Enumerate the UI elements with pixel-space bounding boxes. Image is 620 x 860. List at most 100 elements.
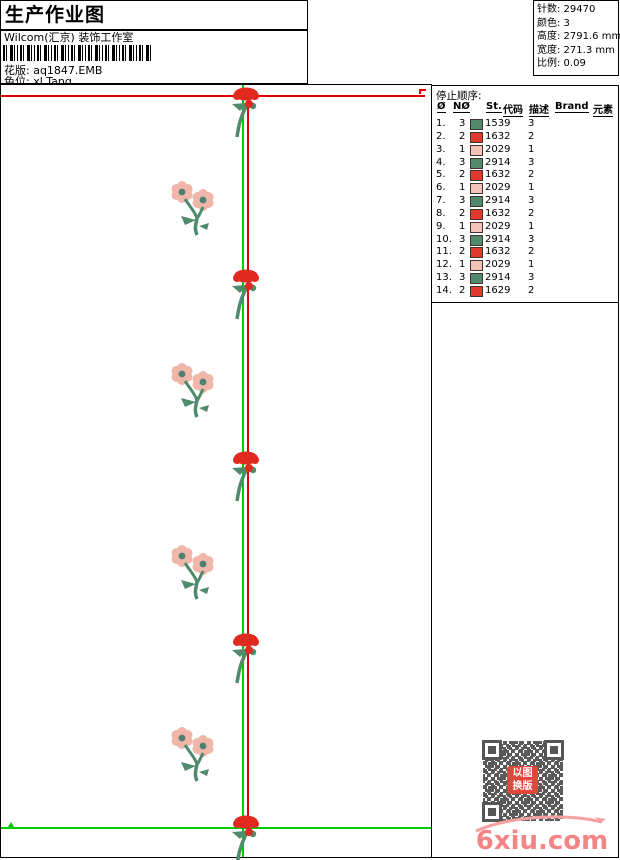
color-code: 2 xyxy=(528,130,535,142)
thread-code: 2029 xyxy=(485,143,511,155)
summary-row: 比例: 0.09 xyxy=(537,57,618,71)
summary-value: 2791.6 mm xyxy=(560,31,620,43)
stop-number: 13. xyxy=(436,272,452,284)
double-flower-motif xyxy=(171,727,214,782)
rose-motif xyxy=(232,269,259,320)
stop-sequence-row: 3. 1 2029 1 xyxy=(432,144,618,157)
thread-code: 1632 xyxy=(485,130,511,142)
double-flower-motif-instance xyxy=(169,178,221,240)
summary-label: 高度: xyxy=(537,31,561,43)
thread-color-swatch xyxy=(470,260,483,272)
qr-code: 以图 换版 xyxy=(480,738,566,824)
double-flower-motif xyxy=(171,181,214,236)
needle-number: 2 xyxy=(459,246,466,258)
double-flower-motif xyxy=(171,363,214,418)
color-code: 1 xyxy=(528,143,535,155)
rose-motif xyxy=(232,633,259,684)
thread-code: 1632 xyxy=(485,207,511,219)
stop-number: 7. xyxy=(436,195,446,207)
stop-sequence-row: 13. 3 2914 3 xyxy=(432,272,618,285)
column-header-6: 元素 xyxy=(593,101,613,117)
double-flower-motif-instance xyxy=(169,724,221,786)
summary-row: 高度: 2791.6 mm xyxy=(537,30,620,44)
summary-value: 3 xyxy=(560,17,570,29)
color-code: 2 xyxy=(528,169,535,181)
needle-number: 3 xyxy=(459,118,466,129)
stop-sequence-header-row: Ø NØ St. 代码 描述 Brand 元素 xyxy=(432,101,618,117)
stop-number: 1. xyxy=(436,118,446,129)
stop-number: 6. xyxy=(436,182,446,194)
rose-motif xyxy=(232,451,259,502)
color-code: 3 xyxy=(528,272,535,284)
column-header-4: 描述 xyxy=(529,101,549,117)
stop-sequence-row: 9. 1 2029 1 xyxy=(432,221,618,234)
header-block: 生产作业图 Wilcom(汇京) 装饰工作室 花版: aq1847.EMB 色位… xyxy=(0,0,308,88)
needle-number: 2 xyxy=(459,284,466,296)
stop-number: 3. xyxy=(436,143,446,155)
stop-sequence-row: 11. 2 1632 2 xyxy=(432,246,618,259)
color-code: 3 xyxy=(528,233,535,245)
red-stamp: 以图 换版 xyxy=(507,766,538,794)
stop-number: 11. xyxy=(436,246,452,258)
thread-color-swatch xyxy=(470,273,483,285)
stop-number: 2. xyxy=(436,130,446,142)
thread-color-swatch xyxy=(470,170,483,182)
color-code: 1 xyxy=(528,182,535,194)
summary-row: 针数: 29470 xyxy=(537,3,618,17)
column-header-3: 代码 xyxy=(503,101,523,117)
qr-finder-icon xyxy=(482,802,502,822)
stop-sequence-row: 6. 1 2029 1 xyxy=(432,182,618,195)
stop-sequence-rows: 1. 3 1539 3 2. 2 1632 2 3. 1 2029 1 4. 3 2914 3 5. 2 1632 2… xyxy=(432,118,618,298)
stop-number: 14. xyxy=(436,284,452,296)
barcode xyxy=(3,45,151,61)
origin-tick-icon xyxy=(8,822,14,827)
stop-sequence-row: 14. 2 1629 2 xyxy=(432,285,618,298)
thread-code: 2029 xyxy=(485,182,511,194)
thread-color-swatch xyxy=(470,196,483,208)
thread-code: 2914 xyxy=(485,233,511,245)
color-code: 1 xyxy=(528,259,535,271)
summary-row: 宽度: 271.3 mm xyxy=(537,44,618,58)
stop-number: 8. xyxy=(436,207,446,219)
stamp-text-line1: 以图 xyxy=(512,768,533,779)
stop-sequence-row: 4. 3 2914 3 xyxy=(432,157,618,170)
thread-color-swatch xyxy=(470,208,483,220)
rose-motif-instance xyxy=(226,813,266,860)
needle-number: 2 xyxy=(459,130,466,142)
needle-number: 2 xyxy=(459,169,466,181)
stop-number: 12. xyxy=(436,259,452,271)
stop-number: 5. xyxy=(436,169,446,181)
color-code: 3 xyxy=(528,156,535,168)
rose-motif-instance xyxy=(226,449,266,511)
qr-finder-icon xyxy=(482,740,502,760)
stop-number: 10. xyxy=(436,233,452,245)
needle-number: 3 xyxy=(459,272,466,284)
summary-value: 29470 xyxy=(560,4,596,15)
summary-value: 271.3 mm xyxy=(560,44,615,56)
thread-code: 2914 xyxy=(485,195,511,207)
column-header-0: Ø xyxy=(437,101,446,113)
summary-list: 针数: 29470 颜色: 3 高度: 2791.6 mm 宽度: 271.3 mm 比… xyxy=(537,3,620,71)
stop-sequence-row: 7. 3 2914 3 xyxy=(432,195,618,208)
stop-sequence-row: 2. 2 1632 2 xyxy=(432,131,618,144)
stop-number: 9. xyxy=(436,220,446,232)
color-code: 2 xyxy=(528,246,535,258)
thread-color-swatch xyxy=(470,119,483,130)
color-code: 3 xyxy=(528,195,535,207)
needle-number: 1 xyxy=(459,182,466,194)
guide-end-marker xyxy=(419,91,421,94)
double-flower-motif xyxy=(171,545,214,600)
column-header-5: Brand xyxy=(555,101,589,113)
thread-code: 2029 xyxy=(485,220,511,232)
design-summary-box: 针数: 29470 颜色: 3 高度: 2791.6 mm 宽度: 271.3 mm 比… xyxy=(533,0,620,76)
needle-number: 1 xyxy=(459,259,466,271)
page-title: 生产作业图 xyxy=(1,1,307,31)
summary-label: 颜色: xyxy=(537,17,561,29)
summary-row: 颜色: 3 xyxy=(537,17,618,31)
color-code: 2 xyxy=(528,207,535,219)
needle-number: 3 xyxy=(459,233,466,245)
summary-label: 针数: xyxy=(537,4,561,15)
thread-color-swatch xyxy=(470,183,483,195)
thread-color-swatch xyxy=(470,285,483,297)
